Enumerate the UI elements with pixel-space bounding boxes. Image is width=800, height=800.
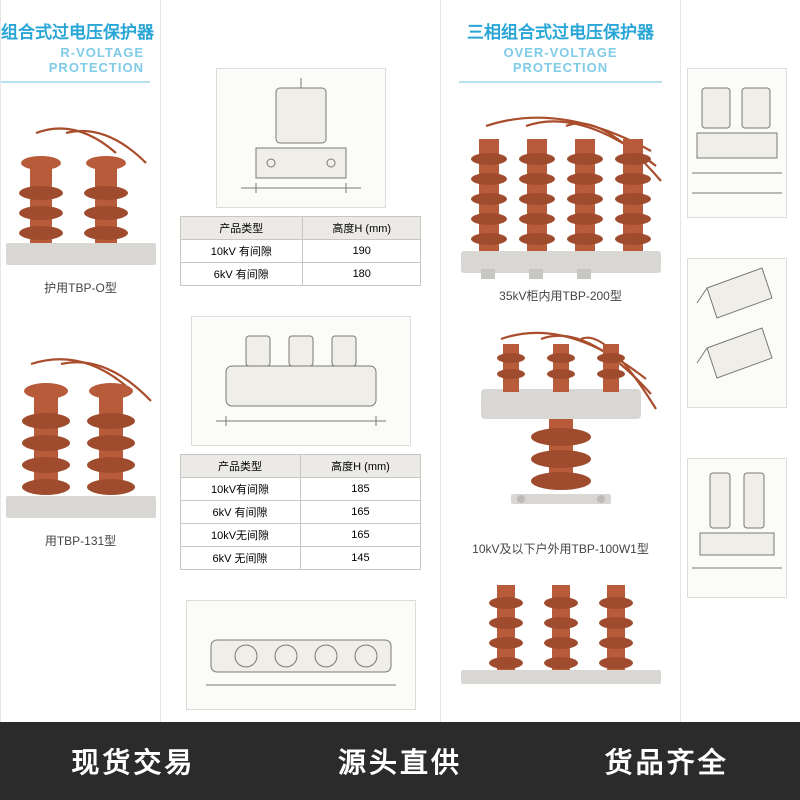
banner-item-a: 现货交易 <box>71 741 195 781</box>
table-cell: 145 <box>300 547 421 570</box>
table-cell: 180 <box>303 263 421 286</box>
schematic-r2 <box>687 258 787 408</box>
banner-item-b: 源头直供 <box>338 741 462 781</box>
schematic-r3 <box>687 458 787 598</box>
column-left-products: 组合式过电压保护器 R-VOLTAGE PROTECTION <box>0 0 160 722</box>
table-cell: 10kV 有间隙 <box>180 240 303 263</box>
catalog-page: 组合式过电压保护器 R-VOLTAGE PROTECTION <box>0 0 800 722</box>
column-center-products: 三相组合式过电压保护器 OVER-VOLTAGE PROTECTION <box>440 0 680 722</box>
product-tbp-200: 35kV柜内用TBP-200型 <box>449 111 672 304</box>
column-right-schematics <box>680 0 800 722</box>
table-cell: 165 <box>300 501 421 524</box>
schematic-bottom <box>186 600 416 710</box>
spec1-h1: 高度H (mm) <box>303 217 421 240</box>
schematic-r1 <box>687 68 787 218</box>
product-tbp-o: 护用TBP-O型 <box>1 123 160 296</box>
spec2-h1: 高度H (mm) <box>300 455 421 478</box>
spec2-h0: 产品类型 <box>180 455 300 478</box>
table-cell: 185 <box>300 478 421 501</box>
table-cell: 10kV无间隙 <box>180 524 300 547</box>
table-cell: 6kV 无间隙 <box>180 547 300 570</box>
product-tbp-100w1: 10kV及以下户外用TBP-100W1型 <box>449 324 672 557</box>
table-cell: 10kV有间隙 <box>180 478 300 501</box>
table-cell: 190 <box>303 240 421 263</box>
banner-item-c: 货品齐全 <box>605 741 729 781</box>
schematic-top <box>216 68 386 208</box>
product-tbp-131: 用TBP-131型 <box>1 356 160 549</box>
caption-tbp-o: 护用TBP-O型 <box>44 279 117 296</box>
column-schematics: 产品类型 高度H (mm) 10kV 有间隙190 6kV 有间隙180 <box>160 0 440 722</box>
table-cell: 6kV 有间隙 <box>180 263 303 286</box>
schematic-mid <box>191 316 411 446</box>
caption-tbp-200: 35kV柜内用TBP-200型 <box>499 287 622 304</box>
spec-table-2: 产品类型 高度H (mm) 10kV有间隙185 6kV 有间隙165 10kV… <box>180 454 422 570</box>
table-cell: 6kV 有间隙 <box>180 501 300 524</box>
spec-table-1: 产品类型 高度H (mm) 10kV 有间隙190 6kV 有间隙180 <box>180 216 422 286</box>
section-title-cn-left: 组合式过电压保护器 <box>1 18 160 43</box>
table-cell: 165 <box>300 524 421 547</box>
caption-tbp-131: 用TBP-131型 <box>45 532 116 549</box>
section-title-en-left: R-VOLTAGE PROTECTION <box>1 45 150 83</box>
bottom-banner: 现货交易 源头直供 货品齐全 <box>0 722 800 800</box>
caption-tbp-100w1: 10kV及以下户外用TBP-100W1型 <box>472 540 649 557</box>
section-title-en: OVER-VOLTAGE PROTECTION <box>459 45 662 83</box>
product-bottom-rail <box>449 575 672 695</box>
spec1-h0: 产品类型 <box>180 217 303 240</box>
section-title-cn: 三相组合式过电压保护器 <box>449 18 672 43</box>
